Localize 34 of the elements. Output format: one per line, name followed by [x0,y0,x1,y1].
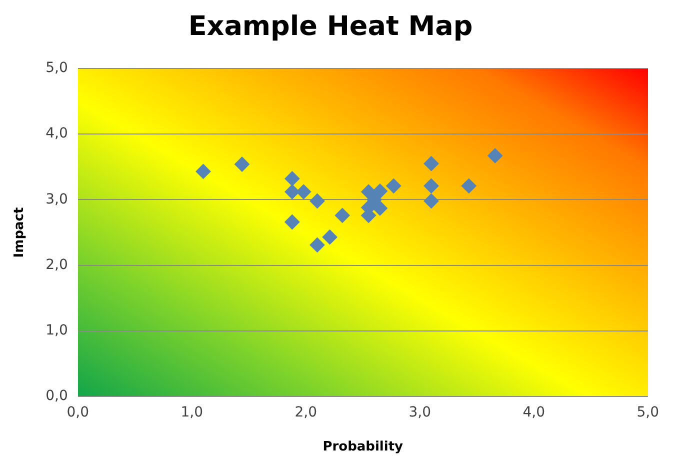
point [284,171,300,186]
point [372,184,388,199]
point [488,148,503,164]
x-tick-label: 4,0 [522,404,545,421]
point [234,156,250,172]
point [424,156,439,172]
y-tick-label: 3,0 [46,191,68,208]
point [196,164,211,179]
y-tick-label: 1,0 [46,322,68,339]
point [310,237,325,252]
y-tick-label: 0,0 [46,388,68,404]
chart-title: Example Heat Map [188,11,473,42]
point [296,184,312,200]
x-tick-label: 5,0 [636,404,659,421]
x-tick-label: 2,0 [294,404,317,421]
point [310,193,325,208]
point [386,178,402,194]
y-tick-label: 5,0 [46,60,68,76]
y-tick-label: 4,0 [46,126,68,142]
point [424,178,439,194]
point [366,192,382,208]
point [284,214,300,230]
y-axis-title: Impact [12,207,28,258]
x-tick-label: 0,0 [66,404,89,421]
point [322,230,338,245]
x-tick-label: 3,0 [408,404,431,421]
point [284,184,300,200]
point [461,178,476,194]
y-tick-label: 2,0 [46,256,68,273]
x-axis-title: Probability [322,440,404,455]
point [372,200,388,216]
point [334,208,350,223]
x-tick-label: 1,0 [180,404,203,421]
point [424,193,439,208]
